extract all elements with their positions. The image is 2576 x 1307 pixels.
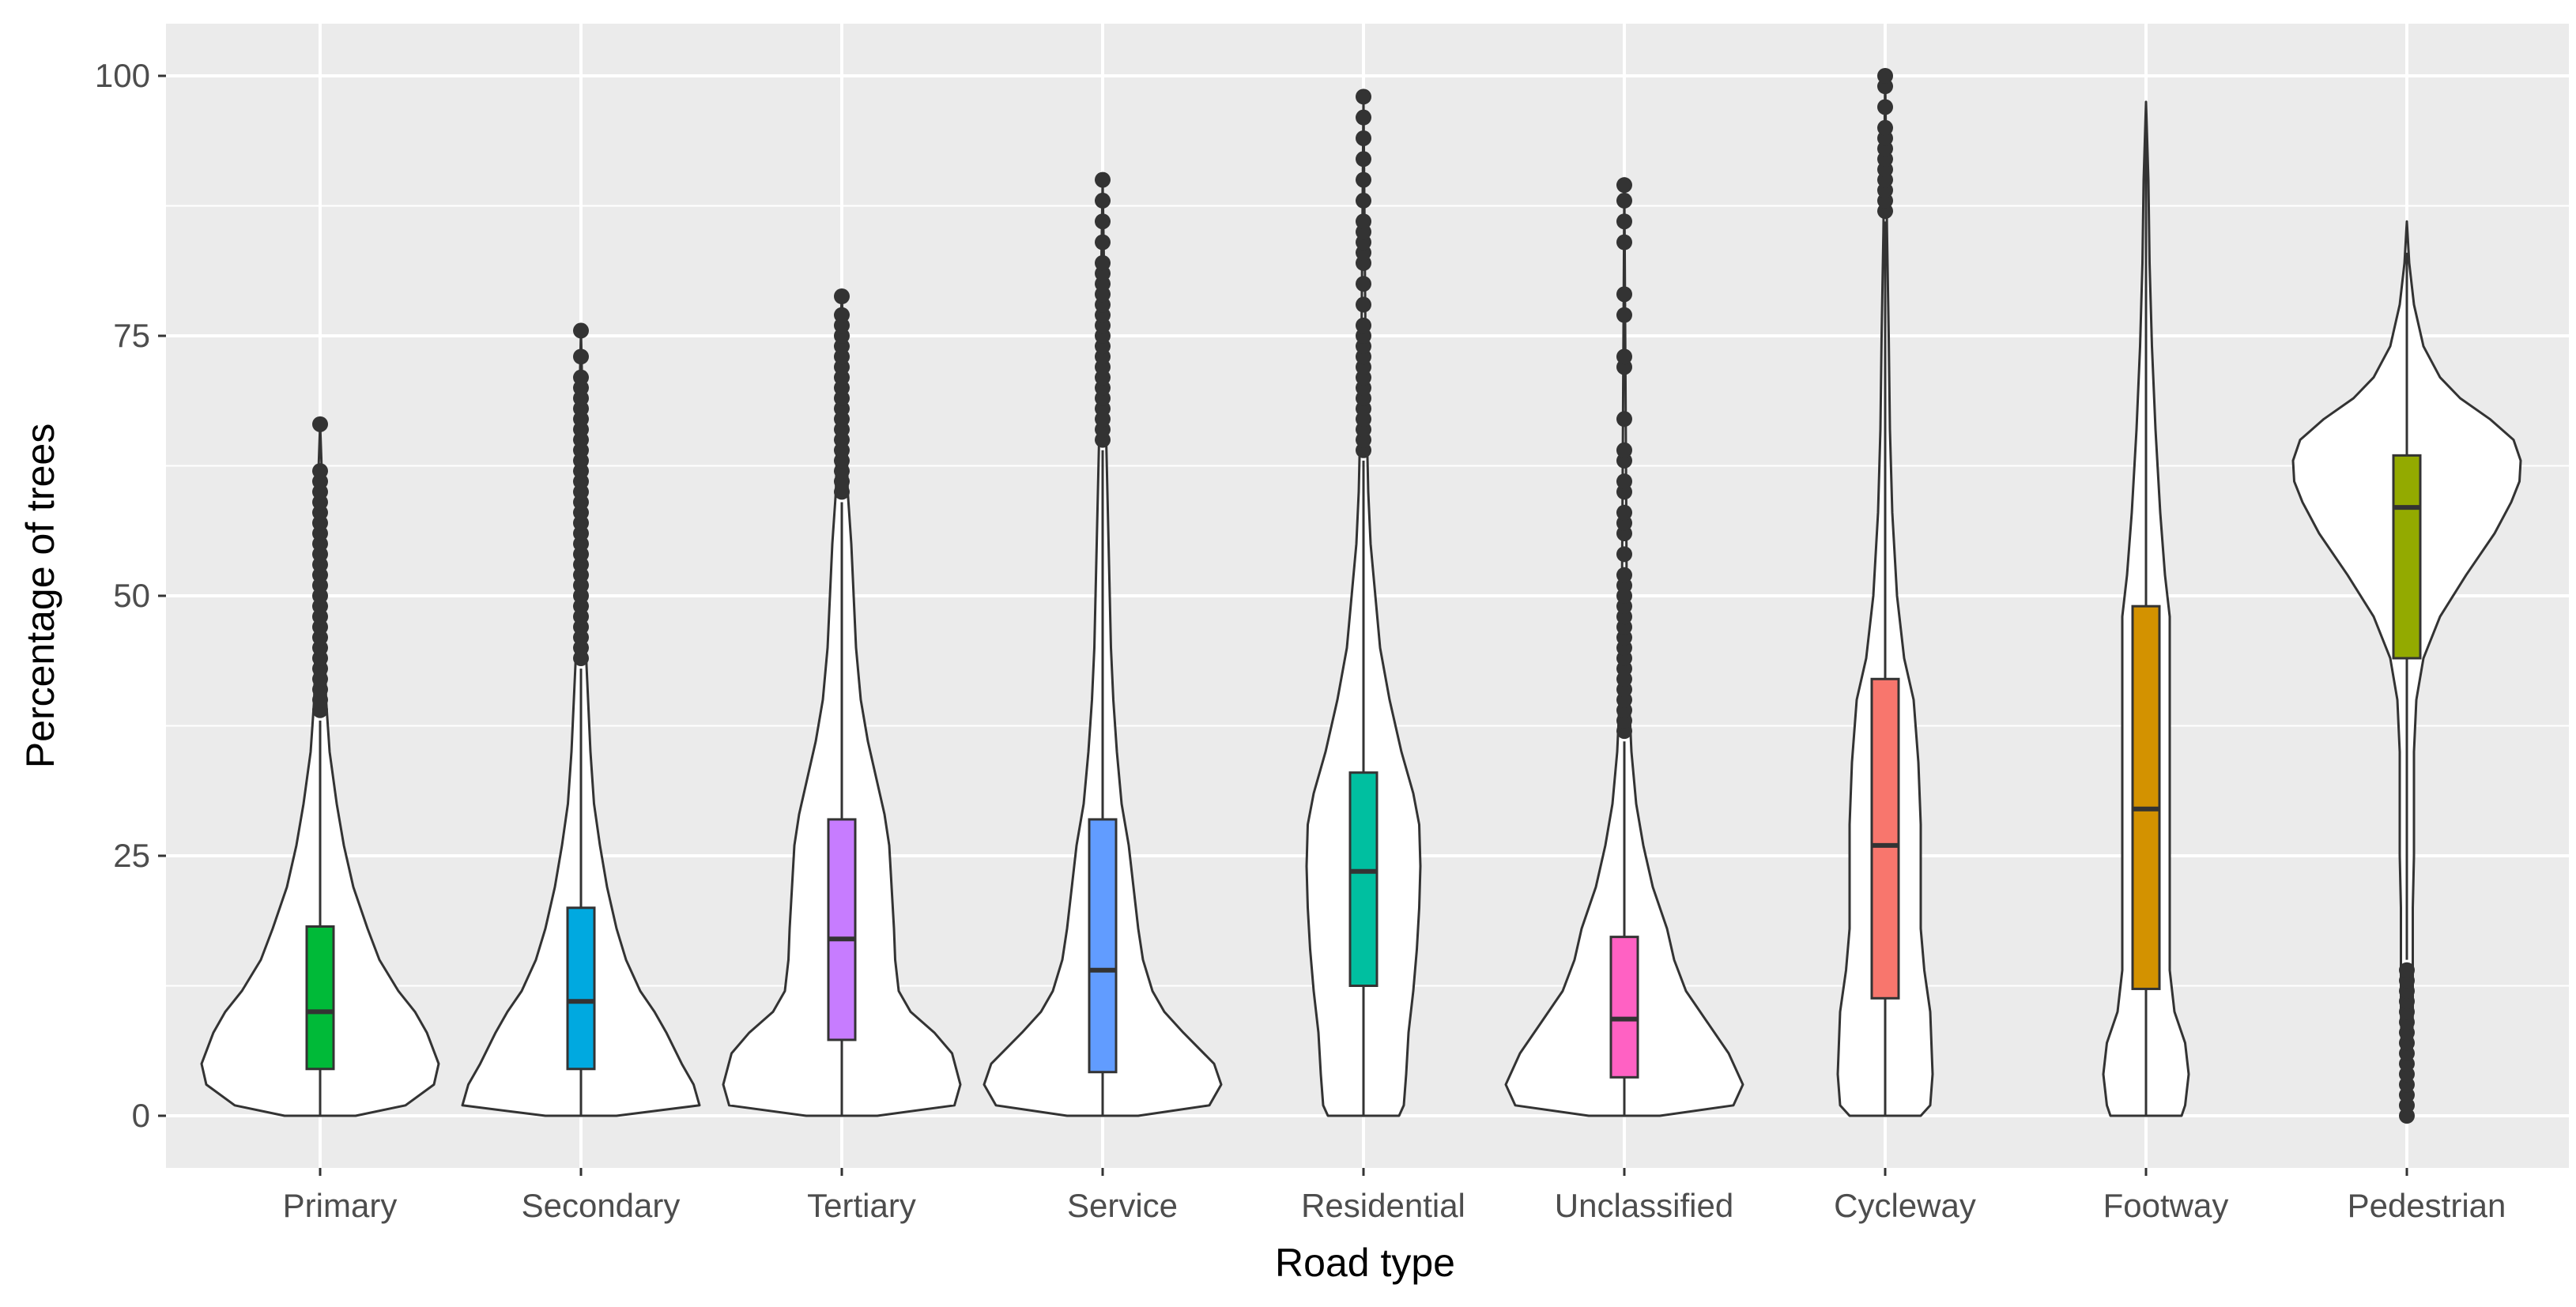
x-tick-label-cycleway: Cycleway: [1834, 1187, 1976, 1224]
outlier-point: [1356, 192, 1371, 209]
outlier-point: [1356, 317, 1371, 333]
box: [1870, 677, 1900, 1000]
outlier-point: [1616, 411, 1632, 428]
box: [305, 925, 335, 1071]
outlier-point: [834, 307, 850, 323]
outlier-point: [1356, 130, 1371, 146]
y-tick-label: 50: [113, 577, 150, 614]
x-tick-label-unclassified: Unclassified: [1555, 1187, 1733, 1224]
outlier-point: [573, 322, 589, 339]
outlier-point: [1616, 286, 1632, 303]
box: [2131, 605, 2161, 990]
outlier-point: [312, 463, 328, 480]
outlier-point: [1616, 504, 1632, 521]
x-tick-label-service: Service: [1067, 1187, 1178, 1224]
outlier-point: [1616, 567, 1632, 583]
outlier-point: [1356, 213, 1371, 230]
y-axis: 0 25 50 75 100: [95, 57, 166, 1134]
box: [1348, 771, 1379, 987]
violin-group-cycleway: [1836, 68, 1934, 1117]
outlier-point: [1616, 473, 1632, 490]
violin-group-footway: [2102, 100, 2190, 1117]
outlier-point: [1356, 151, 1371, 168]
x-axis-title: Road type: [1275, 1241, 1455, 1285]
x-tick-label-pedestrian: Pedestrian: [2348, 1187, 2506, 1224]
outlier-point: [1095, 254, 1111, 271]
outlier-point: [1095, 234, 1111, 250]
outlier-point: [1616, 192, 1632, 209]
outlier-point: [1616, 546, 1632, 563]
y-tick-label: 0: [132, 1097, 150, 1134]
outlier-point: [2399, 962, 2415, 978]
box: [1088, 818, 1118, 1074]
outlier-point: [1356, 296, 1371, 313]
violins: [200, 68, 2522, 1124]
box: [1609, 936, 1639, 1079]
x-tick-label-residential: Residential: [1301, 1187, 1465, 1224]
x-tick-label-footway: Footway: [2103, 1187, 2229, 1224]
violin-group-primary: [200, 416, 440, 1117]
violin-group-tertiary: [722, 288, 962, 1117]
violin-group-residential: [1305, 89, 1422, 1117]
outlier-point: [573, 348, 589, 365]
outlier-point: [1095, 171, 1111, 188]
outlier-point: [1616, 234, 1632, 250]
x-tick-label-tertiary: Tertiary: [807, 1187, 916, 1224]
y-axis-title: Percentage of trees: [18, 424, 62, 768]
outlier-point: [1356, 276, 1371, 292]
outlier-point: [1095, 213, 1111, 230]
outlier-point: [1356, 171, 1371, 188]
outlier-point: [573, 369, 589, 386]
box: [566, 906, 596, 1071]
outlier-point: [1616, 348, 1632, 365]
violin-group-service: [983, 171, 1223, 1117]
outlier-point: [312, 416, 328, 432]
box: [827, 818, 857, 1041]
outlier-point: [1095, 192, 1111, 209]
violin-group-secondary: [461, 322, 701, 1117]
x-tick-label-secondary: Secondary: [522, 1187, 681, 1224]
outlier-point: [834, 288, 850, 304]
outlier-point: [1877, 119, 1893, 136]
outlier-point: [1356, 89, 1371, 105]
y-tick-label: 25: [113, 837, 150, 874]
x-tick-label-primary: Primary: [283, 1187, 398, 1224]
outlier-point: [1616, 177, 1632, 194]
x-axis: Primary Secondary Tertiary Service Residenti…: [283, 1168, 2506, 1224]
violin-group-unclassified: [1504, 177, 1744, 1117]
outlier-point: [1877, 68, 1893, 84]
y-tick-label: 100: [95, 57, 150, 94]
outlier-point: [1877, 99, 1893, 115]
outlier-point: [1616, 442, 1632, 458]
y-tick-label: 75: [113, 317, 150, 354]
outlier-point: [1616, 213, 1632, 230]
outlier-point: [1616, 307, 1632, 323]
outlier-point: [1356, 109, 1371, 126]
violin-group-pedestrian: [2291, 220, 2522, 1124]
box: [2392, 454, 2422, 660]
